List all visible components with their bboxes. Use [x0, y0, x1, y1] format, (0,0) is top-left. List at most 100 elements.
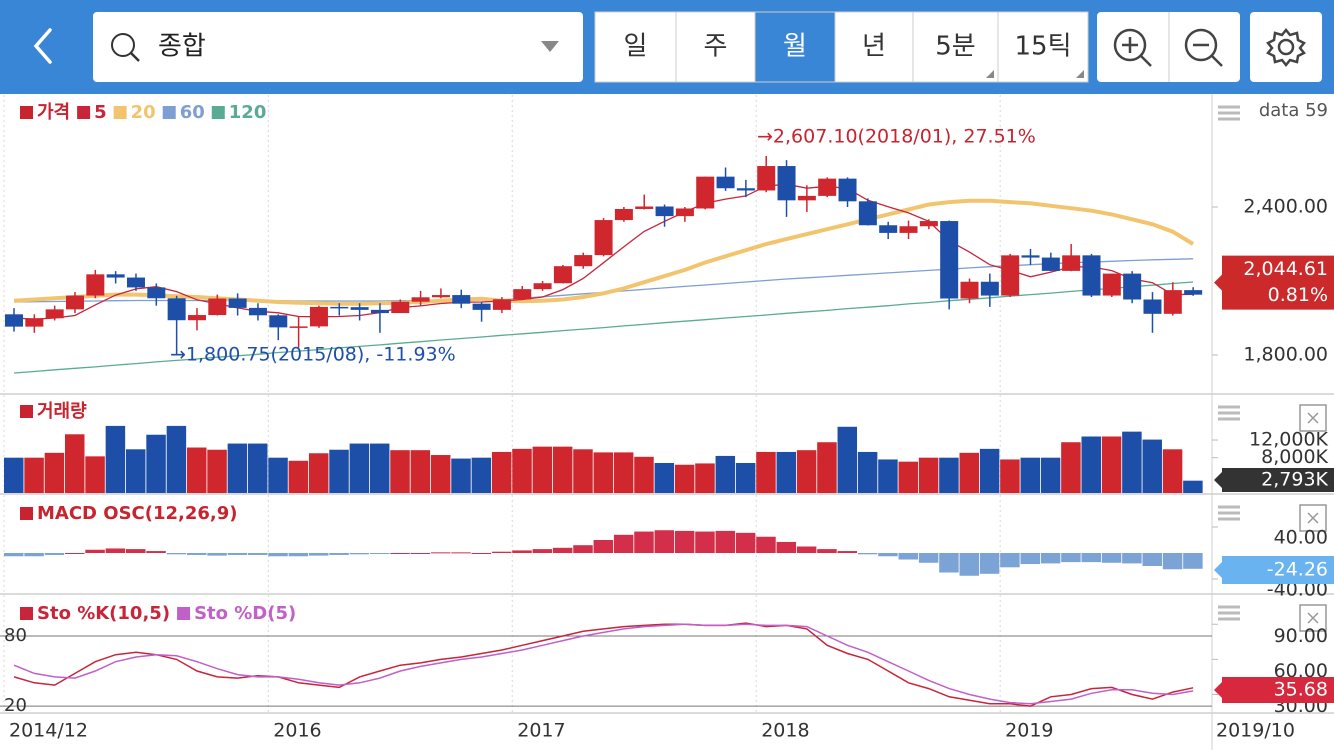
- candle-body: [1021, 255, 1040, 258]
- macd-bar: [1040, 553, 1061, 564]
- current-value-label: 0.81%: [1268, 284, 1328, 306]
- macd-bar: [512, 550, 532, 554]
- macd-bar: [4, 553, 24, 557]
- legend-swatch: [113, 106, 127, 119]
- legend-label: 5: [94, 102, 107, 123]
- macd-bar: [491, 551, 512, 554]
- panel-handle[interactable]: [1218, 605, 1240, 621]
- candle-body: [126, 277, 145, 288]
- candle-body: [1163, 290, 1182, 314]
- legend-swatch: [211, 106, 225, 119]
- macd-bar: [552, 547, 573, 554]
- current-value-label: 35.68: [1274, 679, 1328, 701]
- current-value-label: 2,044.61: [1243, 258, 1328, 280]
- candle-body: [106, 274, 125, 278]
- candle-body: [248, 307, 267, 316]
- candle-body: [492, 299, 511, 310]
- macd-bar: [390, 553, 410, 555]
- period-label: 월: [783, 32, 807, 62]
- volume-bar: [573, 449, 593, 493]
- period-button[interactable]: [997, 11, 1089, 83]
- volume-bar: [146, 434, 166, 493]
- current-value-box: [1214, 468, 1334, 492]
- volume-bar: [756, 451, 776, 493]
- candle-body: [960, 281, 979, 299]
- dropdown-arrow[interactable]: [541, 41, 559, 52]
- search-box[interactable]: [93, 12, 583, 82]
- settings-button[interactable]: [1266, 27, 1306, 68]
- back-button[interactable]: [33, 28, 52, 64]
- macd-bar: [1000, 553, 1020, 568]
- macd-bar: [1183, 553, 1203, 569]
- moving-average-line: [13, 198, 1195, 306]
- panel-close[interactable]: [1299, 404, 1327, 432]
- panel-handle[interactable]: [1218, 405, 1240, 421]
- legend-swatch: [20, 507, 33, 520]
- y-tick-label: 2,400.00: [1243, 195, 1328, 217]
- period-button[interactable]: [594, 11, 677, 83]
- volume-bar: [1101, 436, 1122, 493]
- y-tick-label: 8,000K: [1261, 446, 1328, 468]
- volume-bar: [979, 448, 1000, 493]
- volume-bar: [674, 464, 695, 493]
- legend-label: 120: [229, 102, 267, 123]
- volume-bar: [512, 448, 532, 493]
- period-button[interactable]: [834, 11, 914, 83]
- macd-bar: [288, 553, 309, 557]
- zoom-out[interactable]: [1184, 28, 1223, 67]
- volume-bar: [227, 443, 248, 493]
- macd-bar: [979, 553, 1000, 574]
- candle-body: [797, 195, 816, 201]
- volume-bar: [593, 452, 614, 493]
- macd-bar: [857, 553, 878, 555]
- volume-bar: [390, 450, 410, 493]
- legend-swatch: [20, 607, 33, 620]
- period-button[interactable]: [912, 11, 999, 83]
- volume-bar: [471, 457, 492, 493]
- candle-body: [716, 176, 735, 189]
- stochastic-line: [13, 622, 1194, 707]
- macd-bar: [756, 536, 776, 554]
- candle-body: [452, 295, 471, 304]
- volume-bar: [1081, 436, 1101, 493]
- panel-handle[interactable]: [1218, 105, 1240, 121]
- macd-bar: [24, 553, 44, 557]
- macd-bar: [1162, 553, 1183, 570]
- candle-body: [1082, 255, 1101, 296]
- macd-bar: [64, 553, 85, 555]
- current-value-box: [1214, 255, 1334, 310]
- volume-bar: [1040, 457, 1061, 493]
- volume-bar: [918, 457, 939, 493]
- period-button[interactable]: [675, 11, 756, 83]
- candle-body: [167, 298, 186, 321]
- panel-close[interactable]: [1299, 604, 1327, 632]
- candle-body: [614, 208, 633, 221]
- candle-body: [45, 309, 64, 319]
- volume-bar: [1162, 449, 1183, 493]
- panel-close[interactable]: [1299, 504, 1327, 532]
- candle-body: [980, 281, 999, 296]
- macd-bar: [593, 540, 614, 554]
- volume-bar: [186, 447, 207, 493]
- search-text: 종합: [158, 32, 206, 62]
- macd-bar: [715, 530, 736, 554]
- volume-bar: [1183, 480, 1203, 493]
- volume-bar: [288, 460, 309, 493]
- volume-bar: [1020, 457, 1040, 493]
- current-value-label: 2,793K: [1261, 469, 1328, 491]
- level-label: 80: [4, 625, 27, 646]
- candle-body: [553, 266, 572, 284]
- legend-label: 20: [131, 102, 156, 123]
- x-tick-label: 2019: [1005, 720, 1053, 742]
- legend-label: 가격: [37, 102, 70, 123]
- panel-handle[interactable]: [1218, 505, 1240, 521]
- candle-body: [1041, 257, 1060, 271]
- macd-bar: [268, 553, 288, 557]
- volume-bar: [634, 456, 654, 493]
- zoom-in[interactable]: [1113, 28, 1152, 67]
- volume-bar: [1000, 459, 1020, 493]
- candle-body: [777, 166, 796, 201]
- macd-bar: [308, 553, 329, 556]
- volume-bar: [64, 434, 85, 493]
- macd-bar: [878, 553, 898, 557]
